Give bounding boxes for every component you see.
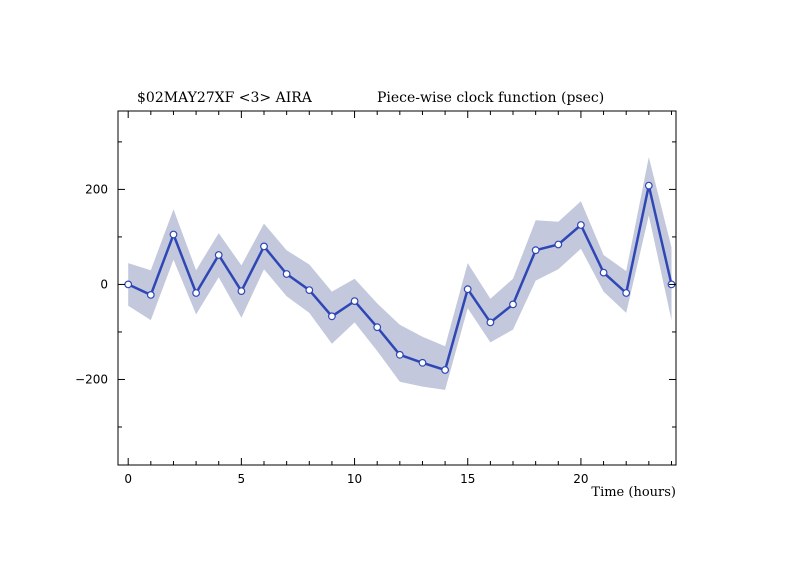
x-tick-label: 5: [238, 472, 246, 486]
data-point: [463, 285, 472, 294]
x-tick-label: 0: [124, 472, 132, 486]
data-point: [531, 246, 540, 255]
y-tick-label: 200: [85, 182, 108, 196]
x-axis-title: Time (hours): [591, 485, 676, 500]
data-point: [509, 300, 517, 309]
chart-title-left: $02MAY27XF <3> AIRA: [137, 90, 313, 106]
data-point: [441, 366, 450, 374]
data-point: [486, 318, 495, 327]
data-point: [554, 240, 563, 249]
data-point: [124, 280, 133, 289]
y-tick-label: 0: [100, 277, 108, 291]
data-point: [146, 291, 155, 299]
data-point: [577, 221, 585, 229]
data-point: [395, 350, 404, 359]
data-point: [622, 289, 631, 297]
data-point: [282, 270, 291, 278]
data-point: [214, 251, 223, 259]
plot-frame: [117, 110, 677, 466]
data-point: [373, 323, 382, 332]
axis-ticks: 0 5 10 15 20 −200 0 200: [75, 111, 676, 486]
data-markers: [124, 181, 676, 374]
uncertainty-band: [128, 157, 672, 390]
data-point: [192, 289, 201, 297]
data-point: [328, 312, 336, 321]
chart-title-right: Piece-wise clock function (psec): [377, 90, 604, 106]
data-point: [644, 181, 653, 190]
y-tick-label: −200: [75, 372, 108, 386]
x-tick-label: 15: [460, 472, 475, 486]
data-point: [169, 230, 178, 239]
data-point: [260, 242, 268, 251]
data-point: [350, 297, 359, 306]
data-point: [418, 358, 427, 367]
data-point: [305, 286, 314, 295]
x-tick-label: 20: [573, 472, 588, 486]
x-tick-label: 10: [347, 472, 362, 486]
data-point: [599, 268, 608, 277]
data-point: [237, 287, 246, 296]
confidence-band: [128, 157, 672, 390]
